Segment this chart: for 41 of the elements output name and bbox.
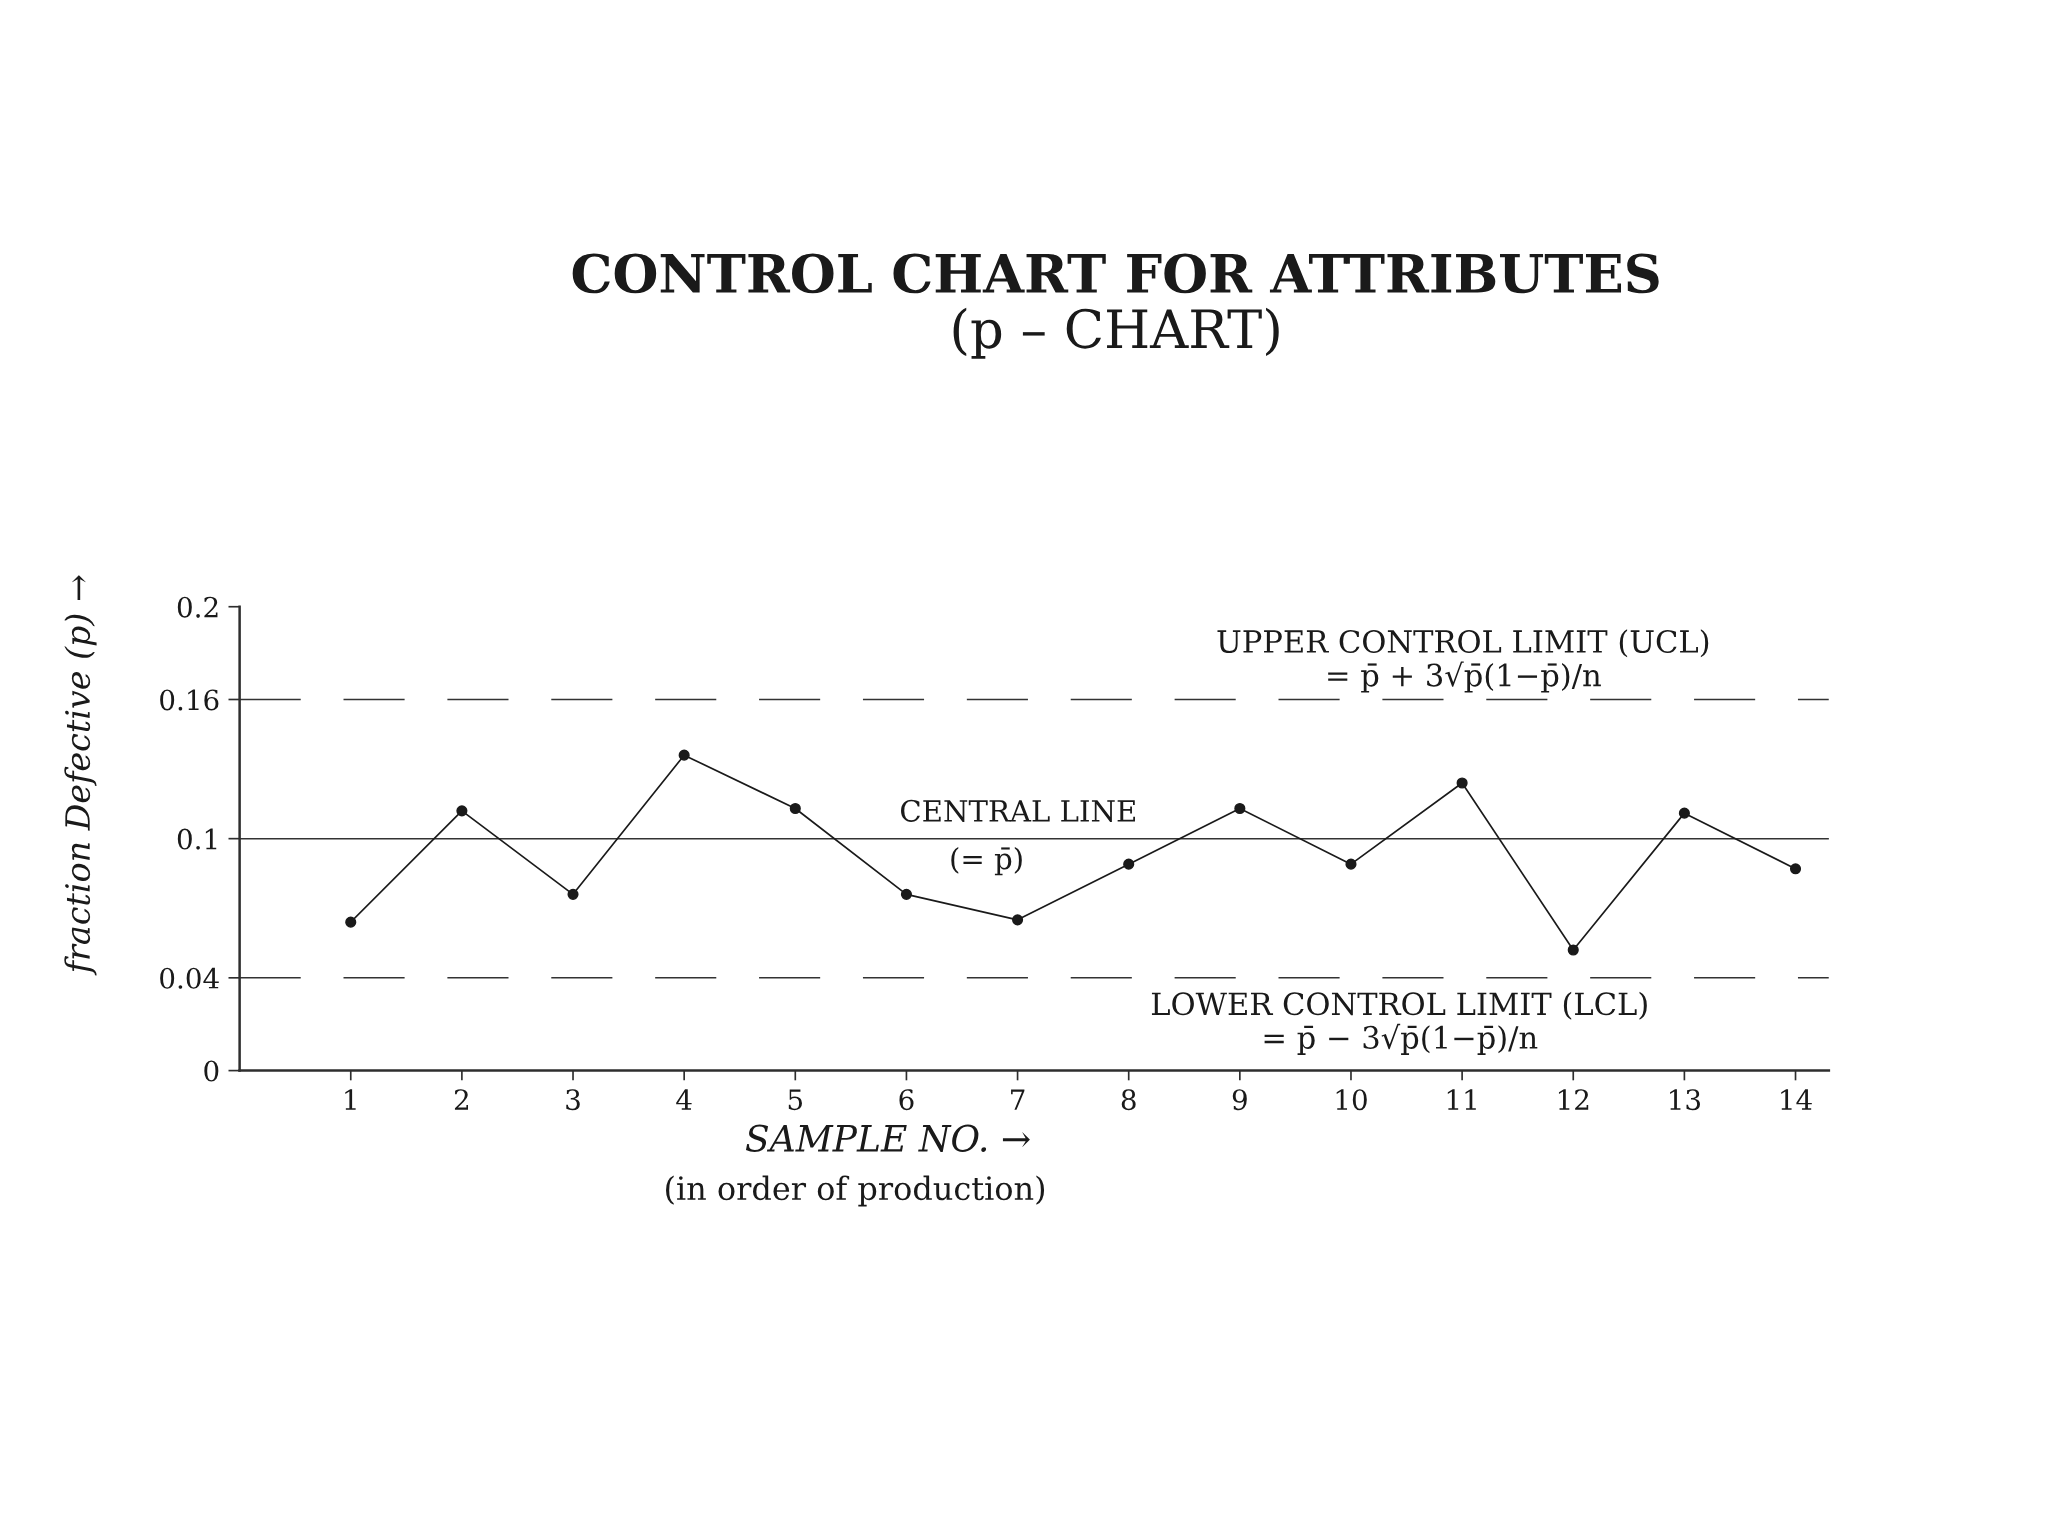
point xyxy=(789,802,801,815)
chart-title: CONTROL CHART FOR ATTRIBUTES xyxy=(572,253,1659,294)
x-tick-label: 2 xyxy=(454,1089,468,1110)
ref-line-label: LOWER CONTROL LIMIT (LCL) = p̄ − 3√p̄(1−p̄)/n xyxy=(1151,991,1647,1055)
y-tick-label: 0 xyxy=(204,1060,219,1082)
x-tick-label: 12 xyxy=(1558,1089,1589,1110)
x-axis-title: SAMPLE NO. → xyxy=(745,1124,1030,1152)
y-tick-label: 0.1 xyxy=(177,828,217,850)
x-tick-label: 10 xyxy=(1336,1089,1367,1111)
y-axis-title: fraction Defective (p) → xyxy=(64,575,97,976)
x-tick-label: 9 xyxy=(1232,1089,1247,1111)
point xyxy=(1012,914,1024,926)
y-tick-label: 0.2 xyxy=(177,596,218,618)
x-tick-label: 14 xyxy=(1781,1089,1812,1110)
chart-subtitle: (p – CHART) xyxy=(953,307,1279,359)
point xyxy=(1567,944,1579,956)
ref-line-label: CENTRAL LINE (= p̄) xyxy=(901,799,1135,876)
x-tick-label: 7 xyxy=(1011,1089,1025,1110)
point xyxy=(1234,802,1246,815)
x-tick-label: 8 xyxy=(1121,1089,1136,1111)
x-tick-label: 11 xyxy=(1447,1089,1476,1110)
x-tick-label: 6 xyxy=(899,1089,914,1111)
point xyxy=(456,805,468,817)
y-tick-label: 0.04 xyxy=(160,967,219,989)
x-tick-label: 1 xyxy=(345,1089,356,1110)
point xyxy=(900,888,912,900)
point xyxy=(1456,777,1468,789)
point xyxy=(1678,807,1690,819)
point xyxy=(678,749,690,761)
ref-line-label: UPPER CONTROL LIMIT (UCL) = p̄ + 3√p̄(1−p̄)/n xyxy=(1217,629,1709,693)
point xyxy=(1123,858,1135,870)
x-tick-label: 4 xyxy=(676,1089,692,1110)
x-tick-label: 3 xyxy=(566,1089,580,1111)
point xyxy=(567,888,579,900)
y-tick-label: 0.16 xyxy=(160,689,219,711)
point xyxy=(345,916,357,928)
point xyxy=(1789,863,1802,875)
point xyxy=(1345,858,1357,870)
x-tick-label: 13 xyxy=(1670,1089,1700,1111)
x-tick-label: 5 xyxy=(788,1089,802,1111)
text: (in order of production) xyxy=(666,1175,1045,1207)
